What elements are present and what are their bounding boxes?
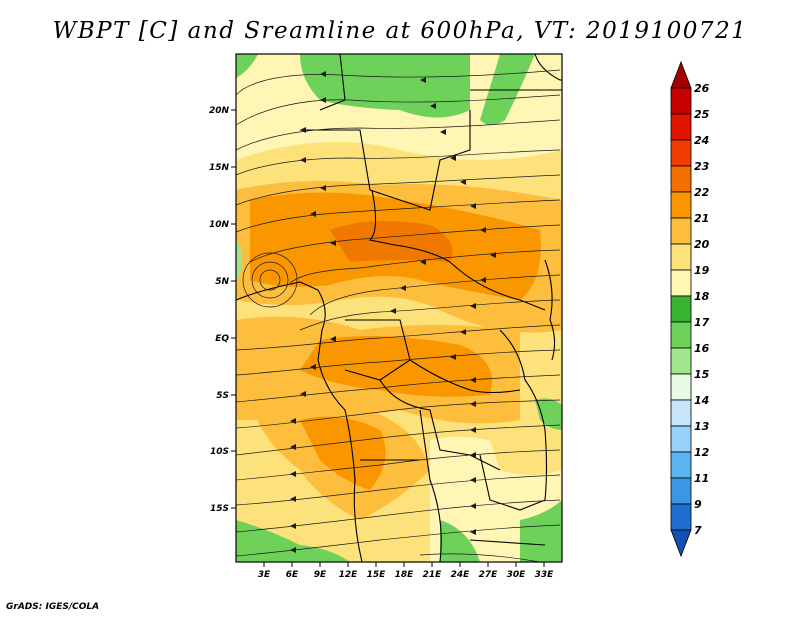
lat-label-20n: 20N <box>209 106 230 116</box>
map-title: WBPT [C] and Sreamline at 600hPa, VT: 20… <box>52 18 748 44</box>
colorbar-swatch <box>670 295 692 323</box>
colorbar-swatch <box>670 165 692 193</box>
colorbar-label: 14 <box>694 394 709 407</box>
colorbar-swatch <box>670 139 692 167</box>
lon-label-15e: 15E <box>367 570 387 580</box>
colorbar-label: 12 <box>694 446 710 459</box>
lon-label-12e: 12E <box>339 570 359 580</box>
country-borders <box>236 54 562 562</box>
colorbar-swatch <box>670 477 692 505</box>
colorbar-swatch <box>670 347 692 375</box>
colorbar-swatch <box>670 425 692 453</box>
colorbar-label: 25 <box>694 108 710 121</box>
lat-label-15n: 15N <box>209 163 230 173</box>
colorbar-swatch <box>670 503 692 531</box>
colorbar-label: 16 <box>694 342 710 355</box>
colorbar-label: 24 <box>694 134 709 147</box>
colorbar-label: 23 <box>694 160 710 173</box>
colorbar-swatch <box>670 399 692 427</box>
lon-label-24e: 24E <box>451 570 471 580</box>
colorbar-swatch <box>670 217 692 245</box>
lon-label-33e: 33E <box>535 570 555 580</box>
streamlines <box>236 69 561 562</box>
lon-label-21e: 21E <box>423 570 443 580</box>
wbpt-field <box>236 54 562 562</box>
lon-tick-marks <box>263 562 545 567</box>
lon-label-6e: 6E <box>286 570 299 580</box>
lat-label-10s: 10S <box>210 447 229 457</box>
lon-label-27e: 27E <box>479 570 499 580</box>
map-frame <box>235 53 563 563</box>
lon-label-3e: 3E <box>258 570 271 580</box>
lon-label-18e: 18E <box>395 570 415 580</box>
lat-label-eq: EQ <box>215 334 229 344</box>
colorbar-swatch <box>670 451 692 479</box>
colorbar-label: 21 <box>694 212 709 225</box>
lat-label-5n: 5N <box>215 277 229 287</box>
colorbar-swatch <box>670 113 692 141</box>
grads-credit: GrADS: IGES/COLA <box>6 602 100 612</box>
colorbar-bottom-arrow <box>670 529 692 558</box>
lon-label-30e: 30E <box>507 570 527 580</box>
colorbar-label: 15 <box>694 368 710 381</box>
colorbar-swatch <box>670 373 692 401</box>
colorbar-swatch <box>670 243 692 271</box>
colorbar-swatch <box>670 269 692 297</box>
colorbar-swatch <box>670 321 692 349</box>
lat-tick-marks <box>231 109 236 509</box>
lat-label-15s: 15S <box>210 504 229 514</box>
colorbar-label: 13 <box>694 420 710 433</box>
colorbar-label: 9 <box>694 498 702 511</box>
colorbar-label: 17 <box>694 316 710 329</box>
colorbar-label: 26 <box>694 82 710 95</box>
colorbar-label: 22 <box>694 186 710 199</box>
colorbar-label: 7 <box>694 524 702 537</box>
colorbar-label: 19 <box>694 264 710 277</box>
lat-label-5s: 5S <box>216 391 229 401</box>
colorbar-top-arrow <box>670 60 692 89</box>
lat-label-10n: 10N <box>209 220 230 230</box>
colorbar-label: 18 <box>694 290 710 303</box>
colorbar-label: 20 <box>694 238 710 251</box>
colorbar-label: 11 <box>694 472 709 485</box>
streamline-arrows <box>290 71 496 553</box>
colorbar <box>670 60 692 558</box>
colorbar-swatch <box>670 191 692 219</box>
colorbar-swatch <box>670 87 692 115</box>
lon-label-9e: 9E <box>314 570 327 580</box>
